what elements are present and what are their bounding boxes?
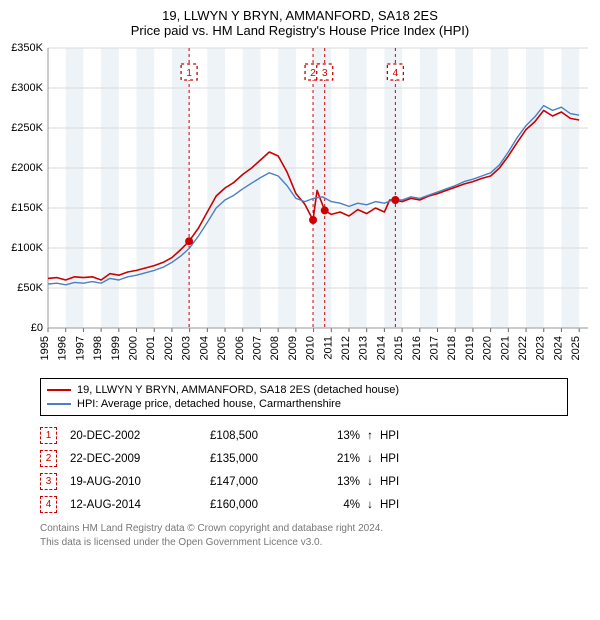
- y-tick-label: £100K: [11, 242, 43, 254]
- x-tick-label: 2023: [535, 336, 547, 360]
- marker-dot: [309, 216, 317, 224]
- legend-box: 19, LLWYN Y BRYN, AMMANFORD, SA18 2ES (d…: [40, 378, 568, 416]
- transaction-badge: 3: [40, 473, 57, 490]
- x-tick-label: 2017: [429, 336, 441, 360]
- transaction-price: £108,500: [210, 430, 310, 442]
- legend-item: 19, LLWYN Y BRYN, AMMANFORD, SA18 2ES (d…: [47, 383, 561, 397]
- chart-container: { "title_line1": "19, LLWYN Y BRYN, AMMA…: [0, 0, 600, 549]
- x-tick-label: 2006: [234, 336, 246, 360]
- attribution-footer: Contains HM Land Registry data © Crown c…: [40, 522, 568, 549]
- marker-badge-number: 3: [322, 68, 328, 79]
- legend-item: HPI: Average price, detached house, Carm…: [47, 397, 561, 411]
- x-tick-label: 2002: [163, 336, 175, 360]
- x-tick-label: 1995: [39, 336, 51, 360]
- transaction-price: £147,000: [210, 476, 310, 488]
- legend-label: HPI: Average price, detached house, Carm…: [77, 398, 341, 410]
- x-tick-label: 1997: [74, 336, 86, 360]
- chart-plot: £0 £50K £100K £150K £200K £250K £300K £350K 1995…: [0, 42, 600, 372]
- legend-swatch: [47, 403, 71, 405]
- transaction-pct: 21%: [310, 453, 360, 465]
- y-tick-label: £300K: [11, 82, 43, 94]
- y-tick-label: £250K: [11, 122, 43, 134]
- x-tick-label: 2025: [570, 336, 582, 360]
- x-tick-label: 2020: [482, 336, 494, 360]
- footer-line-1: Contains HM Land Registry data © Crown c…: [40, 522, 568, 536]
- arrow-up-icon: ↑: [360, 430, 380, 442]
- x-tick-label: 2003: [181, 336, 193, 360]
- x-tick-label: 1996: [57, 336, 69, 360]
- x-tick-label: 2011: [322, 336, 334, 360]
- marker-dot: [391, 196, 399, 204]
- transaction-suffix: HPI: [380, 476, 420, 488]
- transaction-suffix: HPI: [380, 499, 420, 511]
- transaction-badge: 4: [40, 496, 57, 513]
- transactions-table: 120-DEC-2002£108,50013%↑HPI222-DEC-2009£…: [40, 424, 568, 516]
- transaction-row: 4 12-AUG-2014£160,0004%↓HPI: [40, 493, 568, 516]
- x-tick-label: 1999: [110, 336, 122, 360]
- arrow-down-icon: ↓: [360, 476, 380, 488]
- title-subtitle: Price paid vs. HM Land Registry's House …: [10, 23, 590, 38]
- marker-dot: [321, 206, 329, 214]
- transaction-row: 2 22-DEC-2009£135,00021%↓HPI: [40, 447, 568, 470]
- title-address: 19, LLWYN Y BRYN, AMMANFORD, SA18 2ES: [10, 8, 590, 23]
- x-tick-label: 2001: [145, 336, 157, 360]
- transaction-date: 19-AUG-2010: [70, 476, 210, 488]
- transaction-date: 22-DEC-2009: [70, 453, 210, 465]
- x-tick-label: 1998: [92, 336, 104, 360]
- x-tick-label: 2019: [464, 336, 476, 360]
- y-tick-label: £200K: [11, 162, 43, 174]
- x-tick-label: 2000: [128, 336, 140, 360]
- x-tick-label: 2016: [411, 336, 423, 360]
- y-tick-label: £0: [31, 322, 43, 334]
- x-tick-label: 2015: [393, 336, 405, 360]
- chart-titles: 19, LLWYN Y BRYN, AMMANFORD, SA18 2ES Pr…: [0, 0, 600, 42]
- x-tick-label: 2022: [517, 336, 529, 360]
- x-tick-label: 2010: [305, 336, 317, 360]
- marker-badge-number: 1: [186, 68, 192, 79]
- y-tick-label: £50K: [17, 282, 43, 294]
- transaction-date: 12-AUG-2014: [70, 499, 210, 511]
- transaction-price: £135,000: [210, 453, 310, 465]
- x-tick-label: 2009: [287, 336, 299, 360]
- marker-badge-number: 4: [393, 68, 399, 79]
- legend-swatch: [47, 389, 71, 391]
- transaction-pct: 13%: [310, 476, 360, 488]
- y-tick-label: £350K: [11, 42, 43, 54]
- transaction-row: 1 20-DEC-2002£108,50013%↑HPI: [40, 424, 568, 447]
- transaction-price: £160,000: [210, 499, 310, 511]
- x-tick-label: 2014: [375, 336, 387, 360]
- x-tick-label: 2018: [446, 336, 458, 360]
- legend-label: 19, LLWYN Y BRYN, AMMANFORD, SA18 2ES (d…: [77, 384, 399, 396]
- x-tick-label: 2007: [251, 336, 263, 360]
- transaction-badge: 2: [40, 450, 57, 467]
- marker-badge-number: 2: [310, 68, 316, 79]
- x-tick-label: 2013: [358, 336, 370, 360]
- marker-dot: [185, 237, 193, 245]
- transaction-row: 3 19-AUG-2010£147,00013%↓HPI: [40, 470, 568, 493]
- arrow-down-icon: ↓: [360, 453, 380, 465]
- transaction-badge: 1: [40, 427, 57, 444]
- transaction-pct: 13%: [310, 430, 360, 442]
- transaction-date: 20-DEC-2002: [70, 430, 210, 442]
- x-tick-label: 2024: [552, 336, 564, 360]
- x-tick-label: 2005: [216, 336, 228, 360]
- y-tick-label: £150K: [11, 202, 43, 214]
- transaction-suffix: HPI: [380, 453, 420, 465]
- x-tick-label: 2021: [499, 336, 511, 360]
- arrow-down-icon: ↓: [360, 499, 380, 511]
- line-chart-svg: £0 £50K £100K £150K £200K £250K £300K £350K 1995…: [0, 42, 600, 372]
- transaction-pct: 4%: [310, 499, 360, 511]
- x-tick-label: 2012: [340, 336, 352, 360]
- x-tick-label: 2004: [198, 336, 210, 360]
- x-tick-label: 2008: [269, 336, 281, 360]
- transaction-suffix: HPI: [380, 430, 420, 442]
- footer-line-2: This data is licensed under the Open Gov…: [40, 536, 568, 550]
